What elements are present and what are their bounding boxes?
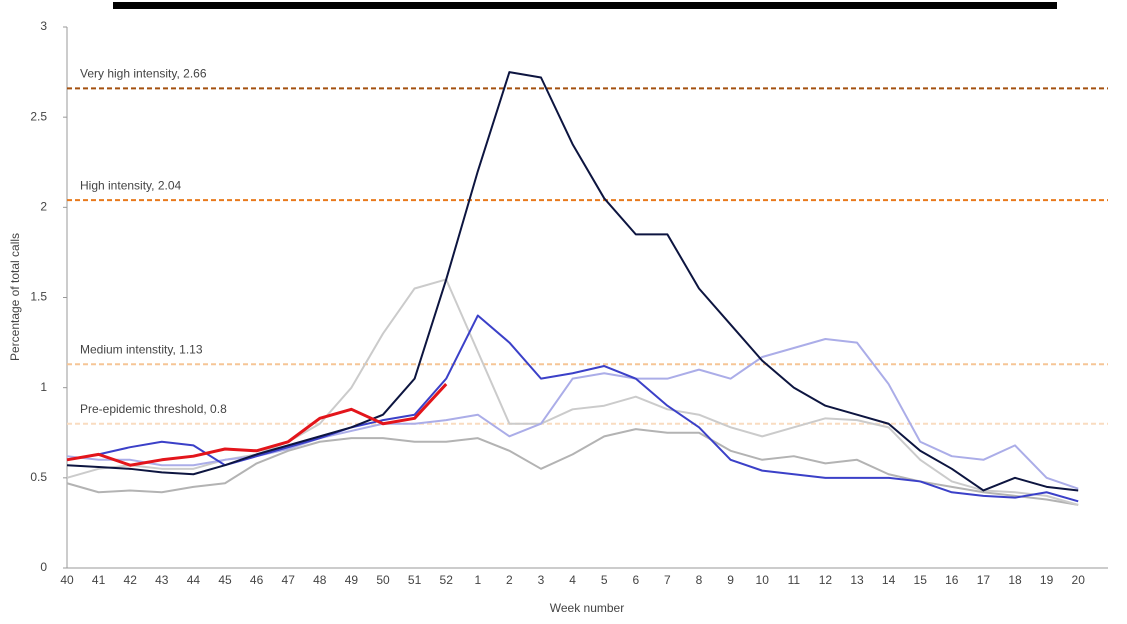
y-tick-label: 0	[40, 560, 47, 574]
x-tick-label: 14	[882, 573, 896, 587]
x-tick-label: 11	[788, 573, 801, 587]
y-axis-title: Percentage of total calls	[8, 233, 22, 361]
x-axis-title: Week number	[550, 601, 624, 615]
y-tick-label: 1	[40, 380, 47, 394]
x-tick-label: 16	[945, 573, 959, 587]
y-tick-label: 2.5	[30, 109, 47, 123]
x-tick-label: 45	[218, 573, 232, 587]
x-tick-label: 43	[155, 573, 169, 587]
x-tick-label: 4	[569, 573, 576, 587]
x-tick-label: 8	[696, 573, 703, 587]
y-tick-label: 0.5	[30, 470, 47, 484]
threshold-label: High intensity, 2.04	[80, 178, 181, 192]
threshold-label: Very high intensity, 2.66	[80, 66, 207, 80]
x-tick-label: 13	[850, 573, 864, 587]
x-tick-label: 50	[376, 573, 390, 587]
x-tick-label: 42	[124, 573, 138, 587]
x-tick-label: 41	[92, 573, 106, 587]
series-line	[66, 337, 1079, 490]
x-tick-label: 18	[1008, 573, 1022, 587]
x-tick-label: 15	[914, 573, 928, 587]
threshold-label: Pre-epidemic threshold, 0.8	[80, 402, 227, 416]
x-tick-label: 17	[977, 573, 991, 587]
x-tick-label: 10	[756, 573, 770, 587]
header-bar	[113, 2, 1057, 9]
x-tick-label: 5	[601, 573, 608, 587]
x-tick-label: 6	[632, 573, 639, 587]
x-tick-label: 1	[474, 573, 481, 587]
x-tick-label: 7	[664, 573, 671, 587]
series-line	[66, 278, 1079, 506]
x-tick-label: 47	[282, 573, 296, 587]
x-tick-label: 52	[440, 573, 454, 587]
series-line	[66, 71, 1079, 492]
x-tick-label: 12	[819, 573, 833, 587]
x-tick-label: 44	[187, 573, 201, 587]
x-tick-label: 40	[60, 573, 74, 587]
x-tick-label: 49	[345, 573, 359, 587]
threshold-label: Medium intenstity, 1.13	[80, 342, 203, 356]
x-tick-label: 3	[538, 573, 545, 587]
x-tick-label: 2	[506, 573, 513, 587]
x-tick-label: 51	[408, 573, 422, 587]
y-tick-label: 1.5	[30, 290, 47, 304]
x-tick-label: 19	[1040, 573, 1054, 587]
x-tick-label: 9	[727, 573, 734, 587]
series-line	[66, 383, 448, 467]
x-tick-label: 20	[1072, 573, 1086, 587]
series-line	[66, 428, 1079, 506]
y-tick-label: 2	[40, 200, 47, 214]
y-tick-label: 3	[40, 19, 47, 33]
x-tick-label: 46	[250, 573, 264, 587]
x-tick-label: 48	[313, 573, 327, 587]
